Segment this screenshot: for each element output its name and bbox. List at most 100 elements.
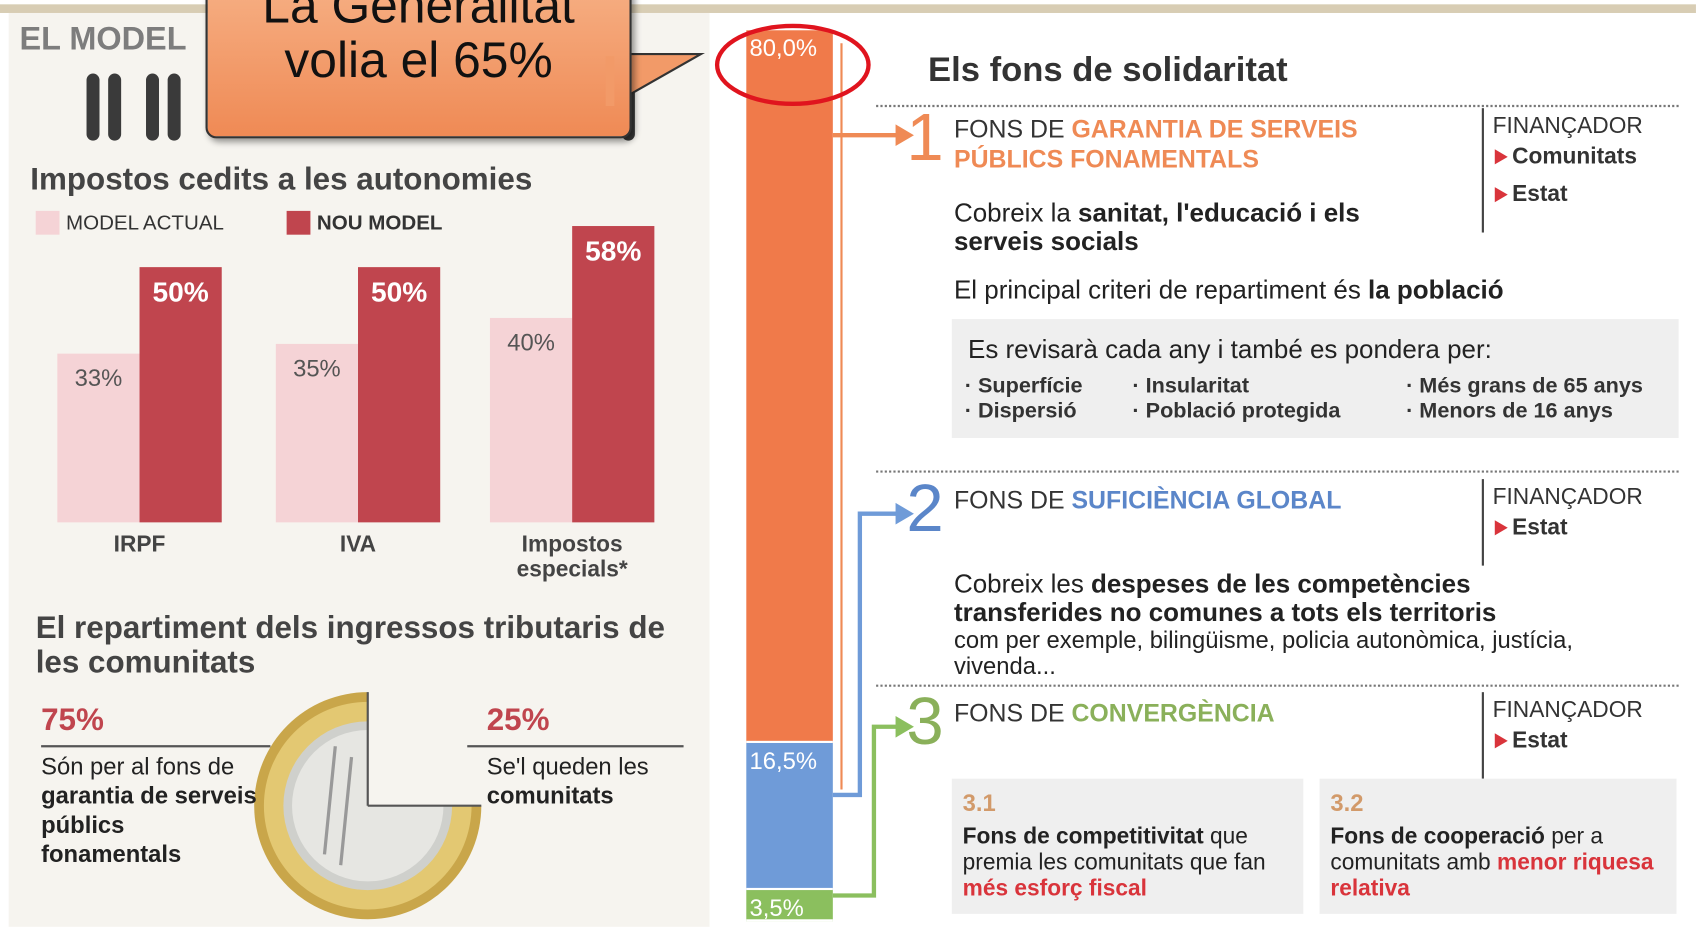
text-part: SUFICIÈNCIA GLOBAL [1071,485,1342,514]
financer: Estat [1493,182,1568,208]
text-part: comunitats [486,781,614,809]
fund-description: Cobreix la sanitat, l'educació i els ser… [954,200,1408,256]
value-label: 50% [152,275,209,309]
fund-name: FONS DE SUFICIÈNCIA GLOBAL [954,485,1452,515]
text-part: la població [1368,275,1504,305]
text-part: Cobreix les [953,569,1092,600]
highlight-circle [714,23,871,106]
text-part: com per exemple, bilingüisme, policia au… [953,626,1573,680]
legend-swatch [35,210,60,235]
fund-number: 3 [906,684,944,760]
value-label: 50% [370,275,428,309]
criteria-item: · Insularitat [1132,374,1250,398]
financer: Estat [1493,515,1568,541]
chart-title: Impostos cedits a les autonomies [30,162,533,197]
arrow [895,715,914,738]
callout-join [605,56,615,106]
text-part: El principal criteri de repartiment és [953,275,1369,305]
text-part: per a comunitats amb [1330,824,1604,875]
sub-box [1319,778,1677,914]
fund-criterion: El principal criteri de repartiment és l… [954,276,1504,306]
connectors [832,43,898,898]
fund-description: Cobreix les despeses de les competències… [953,569,1581,680]
share-text: Són per al fons de garantia de serveis p… [41,752,257,869]
share-label: 25% [486,702,550,738]
criteria-item: · Superfície [964,374,1083,398]
criteria-item: · Menors de 16 anys [1406,399,1613,423]
fund-number: 1 [906,100,944,176]
arrow [895,502,914,525]
coin [254,686,487,920]
bar [572,226,655,523]
text-part: Fons de cooperació [1330,824,1545,849]
bar [57,353,140,523]
callout-text: La Generalitat [262,0,575,34]
criteria-intro: Es revisarà cada any i també es pondera … [968,335,1492,365]
stack-segment [746,743,833,891]
value-label: 35% [293,354,341,382]
stack-segment [746,30,833,744]
x-tick-label: IVA [339,532,377,557]
right-title: Els fons de solidaritat [928,49,1288,89]
financer-label: FINANÇADOR [1492,113,1643,139]
sub-number: 3.2 [1330,789,1364,817]
financer: Comunitats [1493,144,1637,170]
text-part: FONS DE [953,485,1072,514]
arrow [895,124,914,147]
share-label: 75% [41,702,104,738]
divider [876,104,1679,108]
sub-box [951,778,1304,914]
legend-label: NOU MODEL [316,211,443,235]
stack-label: 80,0% [749,34,818,62]
share-text: Se'l queden les comunitats [487,752,693,810]
criteria-box [951,319,1679,439]
legend-label: MODEL ACTUAL [65,211,224,235]
fund-name: FONS DE CONVERGÈNCIA [954,698,1452,728]
bar [275,343,359,523]
text-part: Cobreix la [953,198,1079,229]
bar [489,318,573,523]
value-label: 33% [74,364,123,392]
divider [876,684,1679,687]
split-title: El repartiment dels ingressos tributaris… [35,611,665,681]
callout-text: volia el 65% [284,31,553,88]
stack-label: 3,5% [749,894,804,922]
text-part: garantia de serveis públics fonamentals [41,781,257,868]
stack-label: 16,5% [749,747,818,775]
text-part: Fons de competitivitat [962,824,1204,849]
criteria-item: · Més grans de 65 anys [1406,374,1643,398]
sub-text: Fons de cooperació per a comunitats amb … [1330,824,1654,902]
stack-segment [746,890,833,922]
sub-number: 3.1 [962,789,996,817]
financer-label: FINANÇADOR [1492,484,1643,510]
text-part: FONS DE [953,114,1072,143]
bar [139,267,222,523]
financer-label: FINANÇADOR [1492,697,1643,723]
financer-rule [1481,479,1484,566]
section-header: EL MODEL [19,21,187,58]
criteria-item: · Població protegida [1132,399,1341,423]
fund-number: 2 [906,471,944,547]
callout-box [205,0,632,139]
sub-text: Fons de competitivitat que premia les co… [963,824,1287,902]
text-part: Se'l queden les [486,752,649,780]
bar [358,267,441,523]
x-tick-label: IRPF [113,532,166,557]
fund-name: FONS DE GARANTIA DE SERVEIS PÚBLICS FONA… [954,114,1452,175]
text-part: FONS DE [953,698,1072,727]
top-strip [0,4,1696,13]
x-tick-label: Impostos especials* [516,532,628,582]
text-part: sanitat, l'educació i els serveis social… [953,198,1360,257]
text-part: despeses de les competències transferide… [953,569,1497,628]
financer: Estat [1493,728,1568,754]
text-part: que premia les comunitats que fan [962,824,1266,875]
text-part: CONVERGÈNCIA [1071,698,1275,727]
divider [876,470,1679,473]
value-label: 58% [585,234,642,268]
text-part: Són per al fons de [41,752,235,780]
legend-swatch [286,210,311,235]
